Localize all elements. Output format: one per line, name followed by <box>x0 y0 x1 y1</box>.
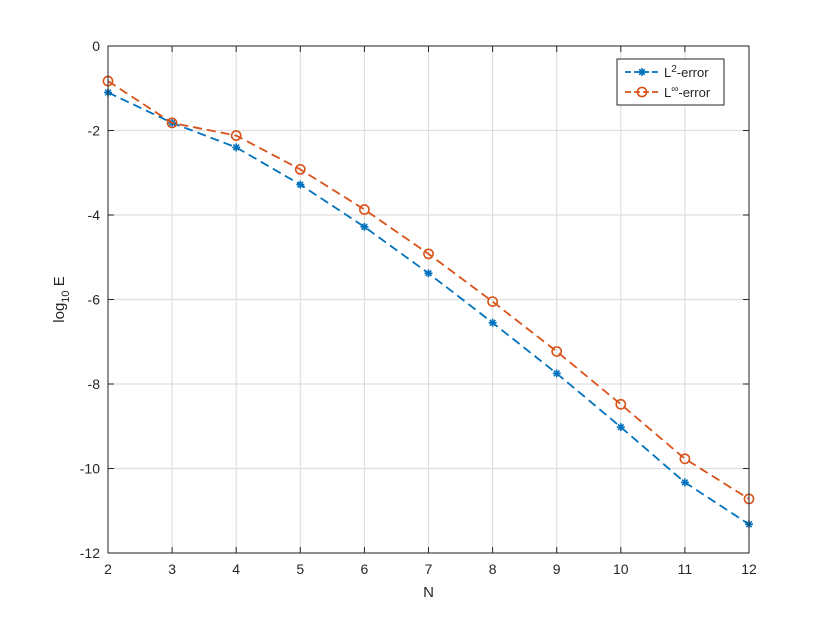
x-tick-label: 6 <box>361 561 369 577</box>
data-point <box>294 163 306 175</box>
series-1 <box>104 88 753 529</box>
x-tick-label: 9 <box>553 561 561 577</box>
y-tick-label: -8 <box>88 376 101 392</box>
x-axis-label: N <box>423 584 434 601</box>
y-axis-ticks: 0 -2 -4 -6 -8 -10 -12 <box>80 38 749 561</box>
y-tick-label: -12 <box>80 545 100 561</box>
legend-marker <box>636 86 648 98</box>
legend-entry-1: L2-error <box>625 64 709 80</box>
legend-marker <box>638 68 646 76</box>
legend-entry-2: L∞-error <box>625 84 711 100</box>
x-tick-label: 3 <box>168 561 176 577</box>
data-point <box>423 248 434 260</box>
data-point <box>487 296 498 308</box>
series-layer <box>102 75 755 529</box>
data-point <box>679 453 691 465</box>
data-point <box>551 346 563 357</box>
x-tick-label: 10 <box>613 561 629 577</box>
x-axis-ticks: 2 3 4 5 6 7 8 9 10 11 12 <box>104 46 757 577</box>
y-tick-label: -10 <box>80 461 100 477</box>
y-axis-label: log10 E <box>51 276 72 322</box>
data-point <box>232 143 241 152</box>
data-point <box>230 130 242 141</box>
x-tick-label: 11 <box>678 561 693 577</box>
y-tick-label: -6 <box>88 292 101 308</box>
y-tick-label: 0 <box>92 38 100 54</box>
y-axis-label-base: log <box>51 303 68 323</box>
x-tick-label: 7 <box>425 561 433 577</box>
data-point <box>615 398 627 410</box>
y-axis-label-subscript: 10 <box>60 290 72 302</box>
data-point <box>296 180 305 189</box>
x-tick-label: 4 <box>232 561 240 577</box>
legend-box <box>616 58 725 106</box>
y-tick-label: -2 <box>88 123 101 139</box>
y-axis-label-rest: E <box>51 276 68 290</box>
x-tick-label: 8 <box>489 561 497 577</box>
legend: L2-error L∞-error <box>616 58 725 106</box>
x-tick-label: 5 <box>296 561 304 577</box>
legend-label: L∞-error <box>664 84 711 100</box>
x-tick-label: 2 <box>104 561 112 577</box>
data-point <box>358 204 370 215</box>
data-point <box>616 423 625 432</box>
legend-label: L2-error <box>664 64 709 80</box>
data-point <box>424 269 433 278</box>
x-tick-label: 12 <box>741 561 757 577</box>
data-point <box>360 222 369 231</box>
data-point <box>488 318 497 327</box>
series-line-2 <box>107 80 750 500</box>
data-point <box>680 478 689 487</box>
data-point <box>552 369 561 378</box>
data-point <box>166 117 178 129</box>
y-tick-label: -4 <box>88 207 101 223</box>
